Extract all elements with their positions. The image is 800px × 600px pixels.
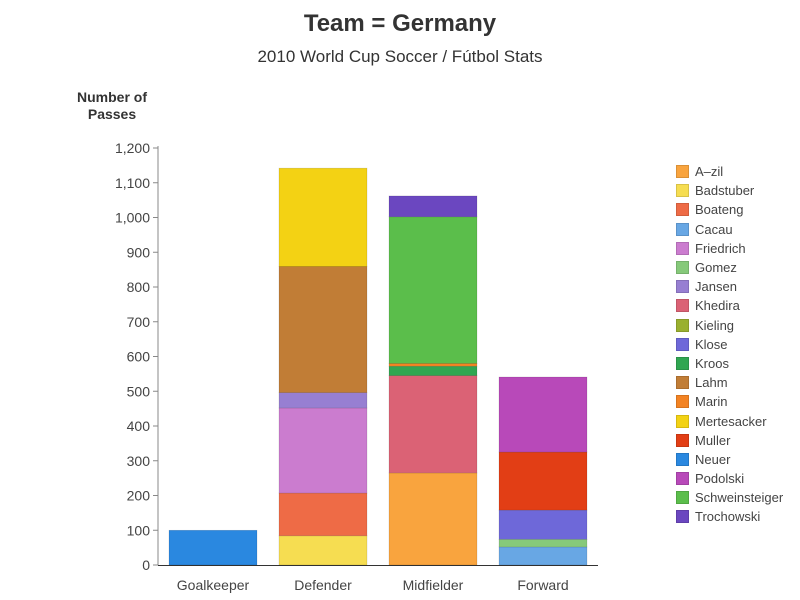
bar-segment	[498, 538, 588, 548]
legend-swatch	[676, 318, 689, 332]
legend-item: Gomez	[676, 258, 783, 277]
bar-segment	[388, 363, 478, 367]
legend: A–zil Badstuber Boateng Cacau Friedrich Gomez…	[676, 162, 783, 527]
x-tick-label: Midfielder	[403, 577, 464, 593]
legend-label: Trochowski	[695, 509, 761, 525]
legend-item: Podolski	[676, 469, 783, 488]
legend-label: Schweinsteiger	[695, 490, 784, 506]
bar-segment	[278, 392, 368, 409]
legend-label: Friedrich	[695, 240, 746, 256]
legend-swatch	[676, 472, 689, 486]
legend-swatch	[676, 203, 689, 217]
y-tick-label: 300	[127, 453, 151, 469]
bar-segment	[388, 472, 478, 566]
legend-label: Boateng	[695, 202, 744, 218]
legend-label: A–zil	[695, 164, 724, 180]
legend-item: Schweinsteiger	[676, 488, 783, 507]
legend-swatch	[676, 510, 689, 524]
legend-label: Cacau	[695, 221, 733, 237]
y-axis-label: Number of Passes	[77, 89, 147, 122]
legend-swatch	[676, 241, 689, 255]
legend-item: Badstuber	[676, 181, 783, 200]
legend-item: Trochowski	[676, 507, 783, 526]
legend-label: Jansen	[695, 279, 737, 295]
legend-item: Muller	[676, 431, 783, 450]
legend-item: Klose	[676, 335, 783, 354]
legend-label: Kroos	[695, 355, 729, 371]
legend-item: Lahm	[676, 373, 783, 392]
legend-item: Marin	[676, 392, 783, 411]
bar-segment	[278, 167, 368, 267]
bar-segment	[498, 509, 588, 540]
legend-item: Mertesacker	[676, 411, 783, 430]
bar-segment	[498, 376, 588, 453]
legend-swatch	[676, 280, 689, 294]
legend-item: Neuer	[676, 450, 783, 469]
legend-item: A–zil	[676, 162, 783, 181]
legend-swatch	[676, 261, 689, 275]
y-tick-label: 400	[127, 418, 151, 434]
y-tick-label: 900	[127, 244, 151, 260]
y-tick-label: 700	[127, 314, 151, 330]
bar-segment	[278, 535, 368, 566]
legend-item: Boateng	[676, 200, 783, 219]
legend-label: Marin	[695, 394, 728, 410]
legend-swatch	[676, 184, 689, 198]
y-tick-label: 1,100	[115, 175, 150, 191]
legend-item: Friedrich	[676, 239, 783, 258]
legend-swatch	[676, 337, 689, 351]
bar-segment	[388, 216, 478, 364]
bar-segment	[388, 195, 478, 218]
legend-label: Kieling	[695, 317, 735, 333]
legend-label: Muller	[695, 432, 731, 448]
x-tick-label: Forward	[517, 577, 568, 593]
legend-swatch	[676, 491, 689, 505]
bar-segment	[388, 365, 478, 376]
legend-swatch	[676, 433, 689, 447]
y-tick-label: 100	[127, 522, 151, 538]
legend-item: Jansen	[676, 277, 783, 296]
legend-label: Neuer	[695, 451, 731, 467]
legend-item: Khedira	[676, 296, 783, 315]
y-tick-label: 800	[127, 279, 151, 295]
y-tick-label: 1,000	[115, 210, 150, 226]
bar-segment	[498, 451, 588, 511]
bar-segment	[278, 266, 368, 393]
legend-label: Badstuber	[695, 183, 755, 199]
legend-label: Podolski	[695, 471, 745, 487]
bar-segment	[498, 546, 588, 566]
legend-swatch	[676, 222, 689, 236]
y-tick-label: 600	[127, 349, 151, 365]
legend-swatch	[676, 299, 689, 313]
x-tick-label: Defender	[294, 577, 352, 593]
legend-label: Mertesacker	[695, 413, 767, 429]
legend-item: Kroos	[676, 354, 783, 373]
x-tick-label: Goalkeeper	[177, 577, 250, 593]
legend-item: Kieling	[676, 316, 783, 335]
legend-swatch	[676, 376, 689, 390]
y-tick-label: 500	[127, 383, 151, 399]
legend-swatch	[676, 452, 689, 466]
legend-swatch	[676, 395, 689, 409]
y-tick-label: 0	[142, 557, 150, 573]
y-tick-label: 200	[127, 488, 151, 504]
bar-segment	[278, 407, 368, 494]
y-tick-label: 1,200	[115, 140, 150, 156]
legend-swatch	[676, 356, 689, 370]
chart-subtitle: 2010 World Cup Soccer / Fútbol Stats	[257, 47, 543, 66]
legend-swatch	[676, 165, 689, 179]
legend-label: Gomez	[695, 260, 737, 276]
legend-swatch	[676, 414, 689, 428]
legend-item: Cacau	[676, 220, 783, 239]
legend-label: Khedira	[695, 298, 740, 314]
bar-segment	[388, 375, 478, 474]
bar-segment	[168, 529, 258, 566]
chart-title: Team = Germany	[303, 10, 497, 37]
bar-segment	[278, 492, 368, 537]
legend-label: Lahm	[695, 375, 728, 391]
legend-label: Klose	[695, 336, 728, 352]
